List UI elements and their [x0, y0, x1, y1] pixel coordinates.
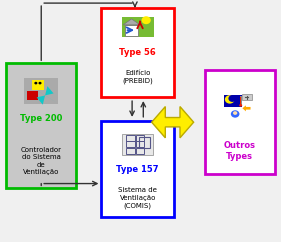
Text: Type 200: Type 200	[20, 114, 62, 123]
Bar	[139, 137, 150, 148]
Circle shape	[34, 82, 37, 84]
Circle shape	[225, 95, 235, 104]
Polygon shape	[123, 19, 140, 25]
Bar	[126, 148, 135, 154]
Text: Edifício
(PREBID): Edifício (PREBID)	[122, 70, 153, 84]
Circle shape	[239, 104, 242, 107]
Bar	[126, 141, 135, 147]
Polygon shape	[152, 106, 194, 138]
Circle shape	[142, 16, 151, 24]
Polygon shape	[45, 95, 56, 103]
Bar	[136, 141, 144, 147]
Polygon shape	[37, 95, 45, 105]
Bar	[122, 134, 153, 155]
Circle shape	[38, 82, 42, 84]
Circle shape	[233, 111, 237, 115]
Circle shape	[231, 110, 239, 118]
Text: Type 56: Type 56	[119, 48, 156, 57]
Bar	[136, 135, 144, 141]
Bar	[126, 135, 135, 141]
Bar	[240, 96, 242, 106]
Bar	[24, 77, 58, 104]
Bar	[224, 95, 242, 107]
Bar	[32, 80, 44, 90]
FancyBboxPatch shape	[101, 121, 174, 217]
Bar	[27, 91, 38, 100]
Polygon shape	[33, 88, 45, 95]
Text: Type 157: Type 157	[116, 165, 159, 174]
Bar	[243, 94, 252, 100]
FancyBboxPatch shape	[205, 70, 275, 174]
Bar	[122, 16, 154, 37]
Bar	[125, 25, 139, 36]
Text: Outros
Types: Outros Types	[224, 142, 256, 161]
Circle shape	[228, 95, 236, 102]
FancyBboxPatch shape	[101, 8, 174, 97]
Polygon shape	[45, 86, 54, 95]
FancyBboxPatch shape	[6, 63, 76, 188]
Polygon shape	[243, 105, 251, 111]
Bar	[240, 97, 241, 105]
Text: Sistema de
Ventilação
(COMIS): Sistema de Ventilação (COMIS)	[118, 187, 157, 209]
Bar	[136, 148, 144, 154]
Text: Controlador
do Sistema
de
Ventilação: Controlador do Sistema de Ventilação	[21, 147, 62, 175]
